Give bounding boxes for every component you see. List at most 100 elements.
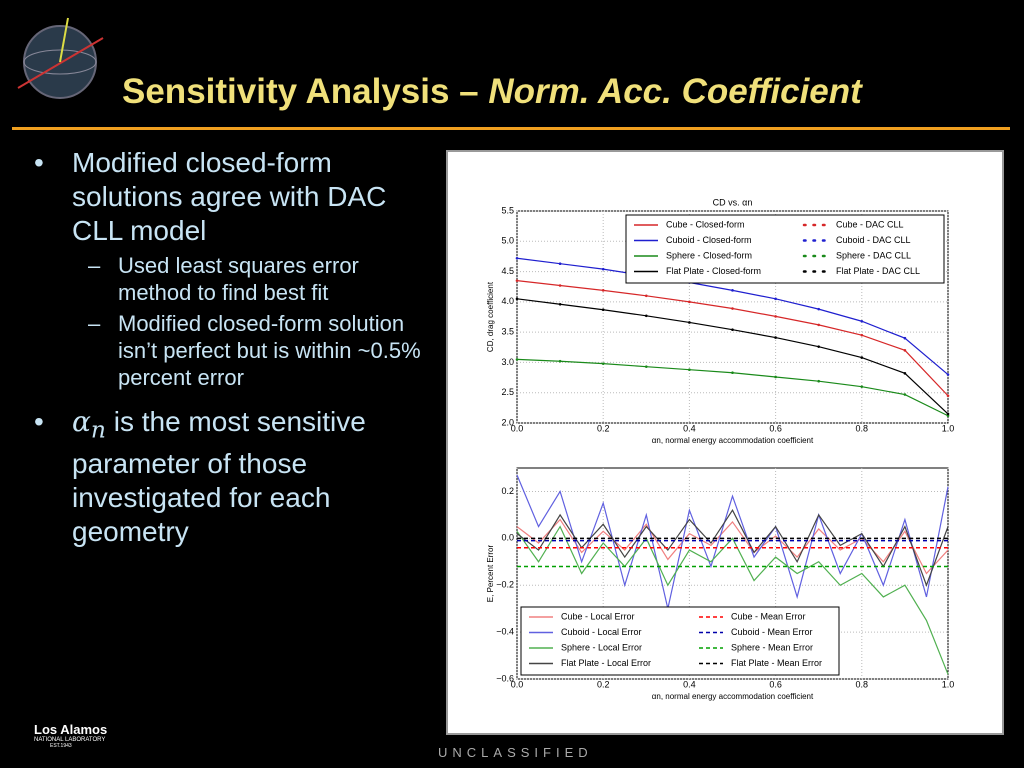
data-point: [860, 385, 864, 388]
data-point: [558, 302, 562, 306]
x-axis-label: αn, normal energy accommodation coeffici…: [652, 692, 814, 701]
data-point: [860, 333, 864, 337]
data-point: [774, 297, 777, 301]
data-point: [558, 284, 562, 287]
data-point: [688, 300, 691, 304]
data-point: [903, 349, 907, 352]
data-point: [817, 307, 820, 311]
bullet: Modified closed-form solutions agree wit…: [30, 146, 422, 391]
title-text: Sensitivity Analysis –: [122, 72, 489, 111]
legend-label: Flat Plate - Local Error: [561, 658, 651, 668]
math-symbol: αn: [72, 405, 106, 444]
data-point: [515, 256, 519, 260]
legend-label: Sphere - DAC CLL: [836, 250, 911, 260]
y-tick-label: 0.2: [501, 486, 514, 496]
legend-box: [625, 214, 945, 284]
y-axis-label: E, Percent Error: [486, 544, 495, 602]
legend-label: Cuboid - DAC CLL: [836, 235, 911, 245]
y-tick-label: 4.5: [501, 266, 514, 276]
bullet-text: Modified closed-form solutions agree wit…: [72, 147, 387, 246]
data-point: [515, 358, 519, 361]
x-tick-label: 1.0: [942, 679, 955, 689]
data-point: [688, 321, 691, 324]
y-tick-label: 2.0: [501, 417, 514, 427]
y-tick-label: 4.0: [501, 296, 514, 306]
data-point: [946, 394, 950, 398]
data-point: [817, 345, 820, 348]
chart-title: CD vs. αn: [713, 197, 753, 207]
lab-logo: Los Alamos NATIONAL LABORATORY EST.1943: [10, 722, 107, 749]
series-line: [516, 518, 949, 575]
data-point: [946, 373, 950, 376]
data-point: [946, 414, 950, 418]
data-point: [645, 365, 648, 368]
y-tick-label: 0.0: [501, 533, 514, 543]
bullet: αn is the most sensitive parameter of th…: [30, 405, 422, 549]
title-rule: [12, 127, 1010, 130]
legend-box: [520, 606, 840, 676]
legend-label: Cuboid - Local Error: [561, 627, 642, 637]
data-point: [774, 315, 777, 318]
legend-label: Sphere - Local Error: [561, 642, 642, 652]
legend-label: Flat Plate - Closed-form: [666, 266, 761, 276]
title-italic: Norm. Acc. Coefficient: [488, 72, 862, 111]
y-tick-label: 3.5: [501, 327, 514, 337]
legend-label: Cube - Closed-form: [666, 219, 745, 229]
series-line: [516, 474, 949, 609]
data-point: [601, 308, 605, 312]
y-tick-label: −0.2: [496, 580, 514, 590]
data-point: [731, 328, 734, 332]
math-sub: n: [90, 415, 106, 444]
sub-bullet: Used least squares error method to find …: [72, 252, 422, 306]
data-point: [817, 323, 820, 327]
data-point: [601, 362, 605, 365]
data-point: [645, 294, 648, 298]
sub-bullet: Modified closed-form solution isn’t perf…: [72, 310, 422, 391]
data-point: [731, 289, 734, 292]
data-point: [558, 262, 562, 265]
x-axis-label: αn, normal energy accommodation coeffici…: [652, 436, 814, 445]
x-tick-label: 0.8: [856, 423, 869, 433]
x-tick-label: 0.2: [597, 679, 610, 689]
logo-name: Los Alamos: [34, 722, 108, 737]
y-tick-label: −0.4: [496, 626, 514, 636]
x-tick-label: 0.4: [683, 679, 696, 689]
data-point: [903, 336, 907, 340]
data-point: [645, 314, 648, 318]
slide-title: Sensitivity Analysis – Norm. Acc. Coeffi…: [122, 72, 862, 112]
y-tick-label: 3.0: [501, 357, 514, 367]
y-tick-label: 5.5: [501, 205, 514, 215]
y-tick-label: 5.0: [501, 236, 514, 246]
legend-label: Sphere - Closed-form: [666, 250, 752, 260]
bullet-text: is the most sensitive parameter of those…: [72, 406, 366, 547]
data-point: [601, 267, 605, 271]
charts: 0.0 0.2 0.4 0.6 0.8 1.0 2.0 2.5 3.0 3.5 4.0 4.5 5.0 5…: [486, 197, 955, 701]
globe-logo: [17, 17, 104, 99]
data-point: [903, 393, 907, 396]
legend-label: Cube - DAC CLL: [836, 219, 904, 229]
data-point: [817, 379, 820, 383]
data-point: [774, 336, 777, 339]
figure-panel: 0.0 0.2 0.4 0.6 0.8 1.0 2.0 2.5 3.0 3.5 4.0 4.5 5.0 5…: [446, 150, 1004, 735]
x-tick-label: 1.0: [942, 423, 955, 433]
legend-label: Sphere - Mean Error: [731, 642, 813, 652]
data-point: [731, 371, 734, 375]
series-line: [516, 509, 949, 587]
x-tick-label: 0.8: [856, 679, 869, 689]
data-point: [515, 279, 519, 282]
logo-est: EST.1943: [50, 743, 72, 749]
data-point: [860, 319, 864, 323]
legend-label: Flat Plate - Mean Error: [731, 658, 822, 668]
x-tick-label: 0.6: [769, 679, 782, 689]
legend-label: Flat Plate - DAC CLL: [836, 266, 920, 276]
y-tick-label: 2.5: [501, 387, 514, 397]
logo-lab: NATIONAL LABORATORY: [34, 737, 106, 743]
y-axis-label: CD, drag coefficient: [486, 281, 495, 352]
data-point: [774, 375, 777, 379]
data-point: [946, 412, 950, 416]
data-point: [903, 372, 907, 375]
data-point: [688, 368, 691, 371]
y-tick-label: −0.6: [496, 673, 514, 683]
footer: UNCLASSIFIED: [438, 745, 593, 760]
